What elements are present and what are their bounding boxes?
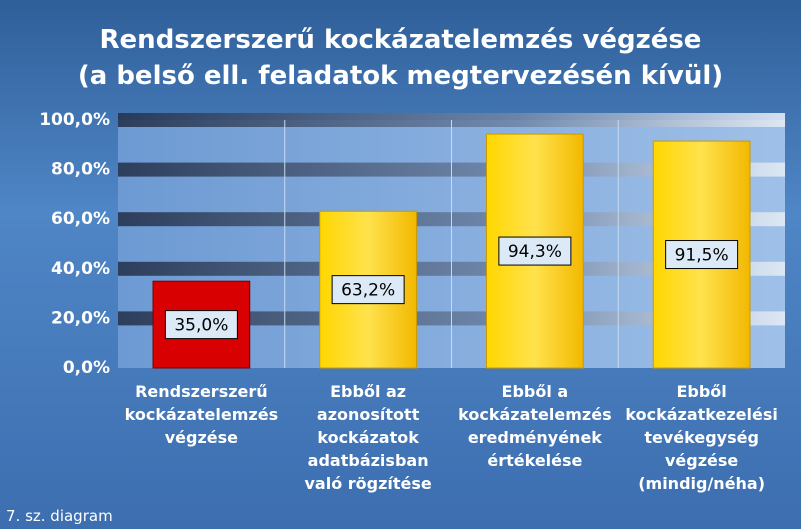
value-label: 94,3%: [508, 242, 562, 262]
x-tick-label: Ebből a kockázatelemzés eredményének ért…: [458, 382, 612, 470]
value-label-box: [164, 310, 238, 340]
x-tick-label: Ebből kockázatkezelési tevékegység végzé…: [625, 382, 778, 493]
value-label: 63,2%: [341, 281, 395, 301]
y-tick-label: 80,0%: [51, 160, 110, 180]
y-tick-label: 40,0%: [51, 259, 110, 279]
value-label: 91,5%: [675, 246, 729, 266]
x-tick-label: Ebből az azonosított kockázatok adatbázi…: [304, 382, 432, 493]
y-tick-label: 60,0%: [51, 209, 110, 229]
y-tick-label: 20,0%: [51, 308, 110, 328]
annotation: 7. sz. diagram: [6, 507, 113, 525]
y-tick-label: 100,0%: [39, 110, 110, 130]
value-label-box: [665, 240, 739, 270]
y-tick-label: 0,0%: [63, 358, 110, 378]
value-label: 35,0%: [174, 316, 228, 336]
x-tick-label: Rendszerszerű kockázatelemzés végzése: [124, 382, 279, 447]
chart-title: Rendszerszerű kockázatelemzés végzése (a…: [77, 25, 724, 91]
value-label-box: [498, 236, 572, 266]
value-label-box: [331, 275, 405, 305]
